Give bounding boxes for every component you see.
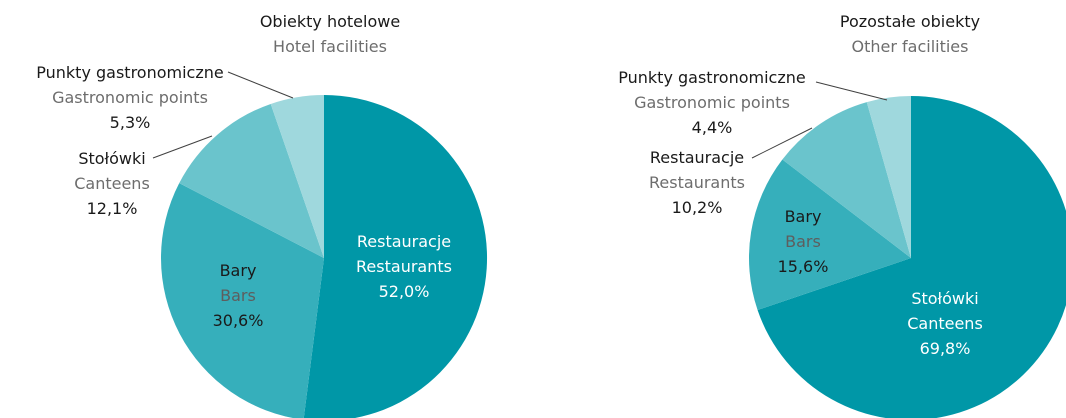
pie1-label-canteens-val: 12,1% (87, 199, 138, 218)
pie2-label-gastro-en: Gastronomic points (634, 93, 790, 112)
pie1-label-bars-val: 30,6% (213, 311, 264, 330)
pie1-title-en: Hotel facilities (273, 37, 387, 56)
pie2-label-restaurants-val: 10,2% (672, 198, 723, 217)
pie2-slices (749, 96, 1066, 418)
pie1-label-bars-pl: Bary (220, 261, 257, 280)
pie1-slice-canteens (179, 103, 324, 258)
pie2-label-gastro-pl: Punkty gastronomiczne (618, 68, 805, 87)
pie2-label-canteens-val: 69,8% (920, 339, 971, 358)
pie1-label-gastro-pl: Punkty gastronomiczne (36, 63, 223, 82)
pie1-title-pl: Obiekty hotelowe (260, 12, 400, 31)
pie1-label-restaurants-pl: Restauracje (357, 232, 451, 251)
pie1-leader-canteens (152, 135, 213, 159)
pie1-slice-gastronomic-points (270, 95, 324, 258)
pie2-label-canteens-en: Canteens (907, 314, 983, 333)
pie1-label-gastro-val: 5,3% (110, 113, 151, 132)
pie2-slice-canteens (757, 96, 1066, 418)
pie2-slice-bars (749, 159, 911, 310)
pie2-title-pl: Pozostałe obiekty (840, 12, 980, 31)
pie1-label-gastro-en: Gastronomic points (52, 88, 208, 107)
pie1-label-restaurants-val: 52,0% (379, 282, 430, 301)
pie1-leader-gastro (227, 71, 294, 99)
pie1-slices (161, 95, 487, 418)
pie2-leader-gastro (815, 81, 888, 101)
pie2-label-bars-en: Bars (785, 232, 821, 251)
pie2-label-gastro-val: 4,4% (692, 118, 733, 137)
pie2-title-en: Other facilities (852, 37, 969, 56)
pie1-slice-bars (161, 183, 324, 418)
pie2-slice-gastronomic-points (866, 96, 911, 258)
pie-other: Pozostałe obiekty Other facilities Stołó… (618, 12, 1066, 418)
pie2-leader-restaurants (751, 127, 813, 159)
pie1-label-restaurants-en: Restaurants (356, 257, 452, 276)
pie2-label-restaurants-pl: Restauracje (650, 148, 744, 167)
pie2-label-bars-pl: Bary (785, 207, 822, 226)
pie-hotel: Obiekty hotelowe Hotel facilities Restau… (36, 12, 487, 418)
pie2-label-bars-val: 15,6% (778, 257, 829, 276)
pie2-slice-restaurants (782, 102, 911, 259)
pie2-label-restaurants-en: Restaurants (649, 173, 745, 192)
pie2-label-canteens-pl: Stołówki (911, 289, 978, 308)
pie1-label-canteens-pl: Stołówki (78, 149, 145, 168)
pie1-label-bars-en: Bars (220, 286, 256, 305)
pie1-slice-restaurants (303, 95, 487, 418)
pie1-label-canteens-en: Canteens (74, 174, 150, 193)
